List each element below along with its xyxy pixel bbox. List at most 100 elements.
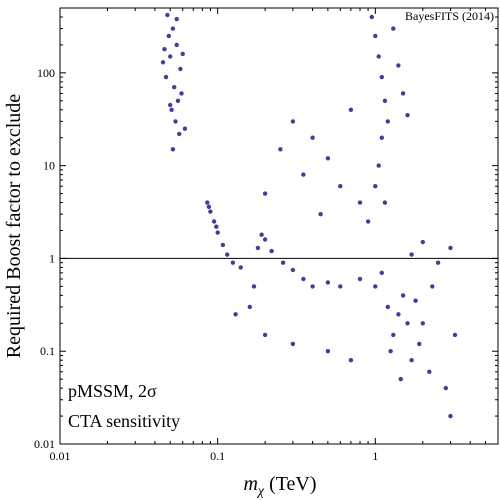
data-point-0-85 <box>247 304 252 310</box>
data-point-0-12 <box>174 16 179 22</box>
x-tick-label-2: 1 <box>372 449 378 463</box>
data-point-0-55 <box>435 260 441 265</box>
data-point-0-37 <box>325 280 331 285</box>
data-point-0-41 <box>373 284 378 289</box>
data-point-0-84 <box>357 200 363 205</box>
data-point-0-1 <box>170 26 176 31</box>
data-point-0-74 <box>405 113 410 118</box>
data-point-0-50 <box>388 349 393 354</box>
data-point-0-2 <box>174 42 179 48</box>
data-point-0-44 <box>405 321 410 326</box>
data-point-0-49 <box>379 270 384 275</box>
data-point-0-71 <box>391 26 396 31</box>
data-point-0-66 <box>379 135 384 140</box>
data-point-0-60 <box>369 14 374 20</box>
data-point-0-62 <box>376 54 381 59</box>
data-point-0-86 <box>262 332 268 338</box>
data-point-0-31 <box>262 237 268 242</box>
data-point-0-26 <box>230 260 236 265</box>
x-axis-unit: (TeV) <box>264 473 316 495</box>
data-point-0-72 <box>396 63 401 68</box>
data-point-0-75 <box>290 119 296 124</box>
data-point-0-28 <box>206 204 212 209</box>
data-point-0-91 <box>448 413 453 419</box>
plot-frame <box>59 7 499 445</box>
data-point-0-25 <box>225 252 230 257</box>
data-point-0-32 <box>269 248 274 254</box>
y-tick-label-4: 100 <box>37 66 55 80</box>
data-point-0-77 <box>301 172 306 177</box>
data-point-0-22 <box>211 219 217 224</box>
y-tick-label-1: 0.1 <box>40 344 55 358</box>
data-point-0-45 <box>391 332 396 338</box>
data-point-0-54 <box>398 376 403 382</box>
data-point-0-61 <box>373 33 378 39</box>
data-point-0-9 <box>173 119 178 124</box>
credit-label: BayesFITS (2014) <box>405 9 494 23</box>
data-point-0-16 <box>179 91 184 96</box>
data-point-0-30 <box>255 245 261 251</box>
data-point-0-40 <box>357 276 363 282</box>
data-point-0-94 <box>452 332 458 338</box>
x-tick-label-1: 0.1 <box>210 449 225 463</box>
data-point-0-56 <box>448 245 453 251</box>
data-point-0-67 <box>376 163 381 168</box>
data-point-0-13 <box>166 33 171 39</box>
data-point-0-82 <box>262 191 268 196</box>
data-point-0-69 <box>382 200 388 205</box>
y-tick-label-3: 10 <box>43 159 55 173</box>
data-point-0-87 <box>290 341 296 347</box>
data-point-0-5 <box>163 74 169 80</box>
data-point-0-73 <box>400 91 406 96</box>
data-point-0-88 <box>325 349 331 354</box>
data-point-0-90 <box>443 385 448 391</box>
data-point-0-38 <box>338 284 343 289</box>
data-point-0-70 <box>365 219 371 224</box>
data-point-0-53 <box>417 341 422 347</box>
data-point-0-18 <box>182 126 188 131</box>
data-point-0-24 <box>220 242 226 248</box>
data-point-0-80 <box>348 107 354 113</box>
x-axis-subscript: χ <box>256 484 265 499</box>
data-point-0-19 <box>162 47 167 52</box>
data-point-0-47 <box>413 298 418 303</box>
y-tick-label-2: 1 <box>49 251 55 265</box>
data-point-0-64 <box>382 98 388 104</box>
data-point-0-63 <box>379 74 384 80</box>
data-point-0-76 <box>278 147 283 152</box>
data-point-0-4 <box>178 66 183 72</box>
annotation-pmssm: pMSSM, 2σ <box>68 381 157 401</box>
data-point-0-3 <box>168 54 173 59</box>
data-point-0-33 <box>280 260 286 265</box>
data-point-0-17 <box>168 102 173 108</box>
data-point-0-81 <box>338 184 343 189</box>
data-point-0-58 <box>409 252 414 257</box>
annotation-cta: CTA sensitivity <box>68 411 180 431</box>
data-point-0-6 <box>172 85 177 90</box>
data-point-0-51 <box>409 358 414 363</box>
data-point-0-15 <box>160 60 166 65</box>
data-point-0-78 <box>310 135 315 140</box>
data-point-0-52 <box>427 369 432 374</box>
data-point-0-83 <box>318 212 323 217</box>
data-point-0-89 <box>348 358 354 363</box>
y-axis-title: Required Boost factor to exclude <box>3 94 25 358</box>
data-point-0-43 <box>396 312 401 317</box>
x-axis-ticks: 0.01 0.1 1 <box>50 8 499 463</box>
data-point-0-93 <box>233 312 238 317</box>
data-point-0-42 <box>385 304 390 310</box>
data-point-0-36 <box>310 284 315 289</box>
y-axis-ticks: 0.01 0.1 1 10 100 <box>34 7 498 451</box>
data-point-0-39 <box>259 232 264 237</box>
x-axis-title: mχ (TeV) <box>243 473 316 499</box>
data-point-0-59 <box>430 284 435 289</box>
x-axis-symbol: m <box>243 473 257 495</box>
data-point-0-68 <box>373 184 378 189</box>
data-point-0-79 <box>325 156 331 161</box>
data-point-0-35 <box>301 276 306 282</box>
data-point-0-8 <box>169 107 174 113</box>
y-tick-label-0: 0.01 <box>34 437 55 451</box>
data-point-0-34 <box>290 267 296 273</box>
